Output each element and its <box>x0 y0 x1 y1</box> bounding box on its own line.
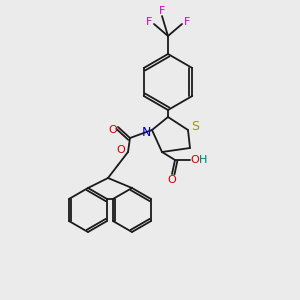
Text: O: O <box>168 175 176 185</box>
Text: O: O <box>190 155 200 165</box>
Text: S: S <box>191 121 199 134</box>
Text: O: O <box>117 145 125 155</box>
Text: F: F <box>159 6 165 16</box>
Text: N: N <box>141 127 151 140</box>
Text: F: F <box>184 17 190 27</box>
Text: H: H <box>199 155 207 165</box>
Text: O: O <box>109 125 117 135</box>
Text: F: F <box>146 17 152 27</box>
